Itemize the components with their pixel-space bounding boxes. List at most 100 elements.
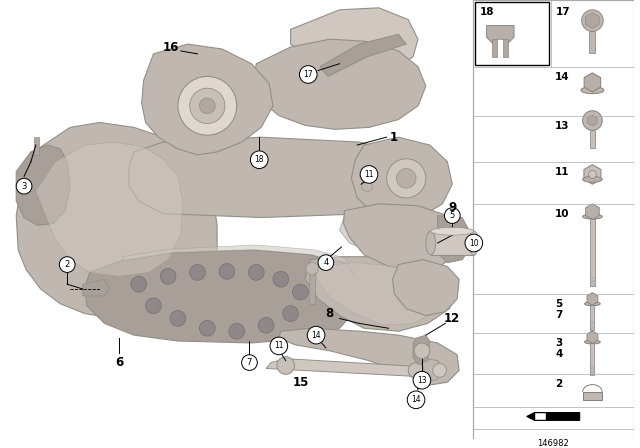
- Circle shape: [60, 257, 75, 272]
- Polygon shape: [122, 245, 355, 274]
- Circle shape: [170, 310, 186, 326]
- Polygon shape: [503, 39, 508, 57]
- Circle shape: [273, 271, 289, 287]
- Ellipse shape: [431, 227, 474, 235]
- Text: 2: 2: [65, 260, 70, 269]
- Polygon shape: [320, 34, 406, 77]
- Polygon shape: [266, 359, 423, 376]
- Polygon shape: [306, 262, 318, 276]
- Circle shape: [283, 306, 298, 321]
- Polygon shape: [527, 413, 580, 420]
- Text: 13: 13: [417, 376, 427, 385]
- Text: 10: 10: [555, 209, 570, 219]
- Bar: [591, 305, 595, 330]
- Polygon shape: [340, 211, 455, 263]
- Text: 15: 15: [292, 376, 308, 389]
- Text: 18: 18: [255, 155, 264, 164]
- Polygon shape: [587, 331, 598, 343]
- Polygon shape: [587, 293, 598, 305]
- Polygon shape: [438, 215, 469, 263]
- Circle shape: [360, 166, 378, 183]
- Text: 3: 3: [555, 338, 563, 348]
- Circle shape: [318, 255, 333, 271]
- Polygon shape: [586, 204, 599, 220]
- Polygon shape: [16, 122, 217, 319]
- Circle shape: [248, 265, 264, 280]
- Circle shape: [277, 357, 294, 375]
- Text: 7: 7: [247, 358, 252, 367]
- Polygon shape: [83, 279, 109, 296]
- Circle shape: [131, 276, 147, 292]
- Text: 12: 12: [444, 312, 460, 325]
- Circle shape: [300, 66, 317, 83]
- Bar: [589, 31, 595, 53]
- Circle shape: [16, 178, 32, 194]
- Ellipse shape: [581, 86, 604, 94]
- Circle shape: [270, 337, 287, 355]
- Circle shape: [589, 171, 596, 178]
- Circle shape: [189, 88, 225, 124]
- Text: 14: 14: [412, 395, 421, 404]
- Polygon shape: [584, 164, 601, 184]
- Polygon shape: [16, 145, 70, 225]
- Polygon shape: [588, 115, 597, 126]
- Polygon shape: [584, 73, 601, 92]
- Text: 4: 4: [555, 349, 563, 359]
- Text: 11: 11: [555, 167, 570, 177]
- Polygon shape: [492, 39, 497, 57]
- Text: 14: 14: [311, 331, 321, 340]
- Text: 17: 17: [303, 70, 313, 79]
- Polygon shape: [36, 142, 183, 276]
- Text: 17: 17: [556, 7, 571, 17]
- Circle shape: [408, 362, 424, 378]
- Ellipse shape: [584, 340, 600, 344]
- Text: 5: 5: [450, 211, 455, 220]
- Circle shape: [307, 326, 325, 344]
- Text: 18: 18: [480, 7, 494, 17]
- Circle shape: [178, 77, 237, 135]
- Text: 14: 14: [555, 72, 570, 82]
- Circle shape: [242, 355, 257, 370]
- Ellipse shape: [426, 231, 436, 255]
- Text: 146982: 146982: [538, 439, 569, 448]
- Text: 6: 6: [115, 356, 124, 369]
- Text: 11: 11: [364, 170, 374, 179]
- Bar: [309, 274, 315, 304]
- Polygon shape: [413, 335, 429, 365]
- Circle shape: [259, 318, 274, 333]
- Bar: [475, 2, 549, 65]
- Circle shape: [145, 298, 161, 314]
- Circle shape: [413, 371, 431, 389]
- Circle shape: [414, 343, 429, 359]
- Circle shape: [189, 265, 205, 280]
- Polygon shape: [129, 137, 413, 218]
- Circle shape: [292, 284, 308, 300]
- Bar: [590, 220, 595, 286]
- Ellipse shape: [469, 231, 479, 255]
- Polygon shape: [305, 257, 457, 331]
- Polygon shape: [315, 263, 445, 325]
- Polygon shape: [362, 180, 372, 192]
- Ellipse shape: [582, 177, 602, 182]
- Circle shape: [160, 268, 176, 284]
- Text: 9: 9: [448, 201, 456, 214]
- Circle shape: [582, 111, 602, 130]
- Circle shape: [407, 391, 425, 409]
- Circle shape: [387, 159, 426, 198]
- Bar: [591, 343, 595, 375]
- Circle shape: [582, 10, 603, 31]
- Polygon shape: [85, 250, 355, 343]
- Circle shape: [444, 208, 460, 224]
- Circle shape: [200, 98, 215, 114]
- Polygon shape: [486, 26, 514, 43]
- Text: 13: 13: [555, 121, 570, 130]
- Bar: [6, 0, 473, 439]
- Polygon shape: [586, 13, 599, 28]
- Text: 5: 5: [555, 299, 563, 309]
- Text: 4: 4: [323, 258, 328, 267]
- Bar: [473, 0, 634, 439]
- Circle shape: [465, 234, 483, 252]
- Polygon shape: [291, 8, 418, 73]
- Bar: [582, 392, 602, 400]
- Circle shape: [219, 263, 235, 279]
